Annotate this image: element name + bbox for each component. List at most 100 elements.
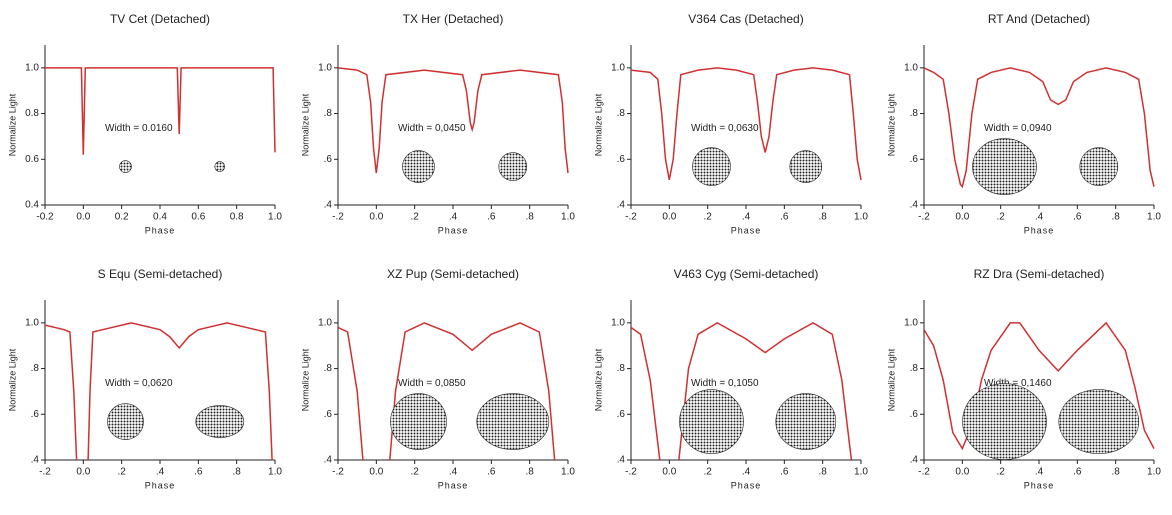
y-tick-label: .8 xyxy=(617,108,626,119)
light-curve xyxy=(631,67,862,181)
x-tick-label: 0.0 xyxy=(955,212,969,223)
width-annotation: Width = 0,0630 xyxy=(691,123,759,134)
light-curve xyxy=(45,67,276,155)
chart-title: RZ Dra (Semi-detached) xyxy=(974,267,1105,281)
y-tick-label: .4 xyxy=(324,455,333,466)
y-tick-label: 1.0 xyxy=(904,317,918,328)
secondary-star xyxy=(1058,389,1140,454)
x-tick-label: -.2 xyxy=(625,212,637,223)
width-annotation: Width = 0,1050 xyxy=(691,378,759,389)
chart-title: RT And (Detached) xyxy=(988,12,1090,26)
x-tick-label: .2 xyxy=(410,467,419,478)
panel: S Equ (Semi-detached) -.2 0.0 .2 .4 .6 .8 1.0 .4… xyxy=(7,267,282,490)
y-axis-label: Normalize Light xyxy=(300,93,310,156)
x-tick-label: 0.0 xyxy=(369,467,383,478)
x-tick-label: -.2 xyxy=(625,467,637,478)
x-tick-label: 1.0 xyxy=(561,212,575,223)
x-tick-label: .6 xyxy=(194,467,203,478)
chart-title: S Equ (Semi-detached) xyxy=(98,267,223,281)
primary-star xyxy=(962,383,1047,460)
x-tick-label: 1.0 xyxy=(268,212,282,223)
x-axis-label: Phase xyxy=(438,225,469,235)
y-tick-label: 0.8 xyxy=(25,108,39,119)
chart-title: TX Her (Detached) xyxy=(403,12,504,26)
x-axis-label: Phase xyxy=(145,480,176,490)
light-curve xyxy=(338,322,556,460)
y-tick-label: .6 xyxy=(324,409,333,420)
x-axis-label: Phase xyxy=(731,480,762,490)
y-axis-label: Normalize Light xyxy=(593,93,603,156)
x-tick-label: .4 xyxy=(1035,212,1044,223)
y-axis-label: Normalize Light xyxy=(593,348,603,411)
x-tick-label: .4 xyxy=(742,212,751,223)
y-tick-label: 1.0 xyxy=(25,62,39,73)
x-tick-label: .2 xyxy=(703,467,712,478)
x-tick-label: .8 xyxy=(818,467,827,478)
light-curve xyxy=(924,321,1155,451)
y-axis-label: Normalize Light xyxy=(7,348,17,411)
x-tick-label: .2 xyxy=(996,467,1005,478)
x-tick-label: .6 xyxy=(1073,467,1082,478)
x-tick-label: 1.0 xyxy=(1147,467,1161,478)
x-tick-label: .2 xyxy=(703,212,712,223)
x-tick-label: 0.0 xyxy=(369,212,383,223)
y-tick-label: 1.0 xyxy=(611,317,625,328)
y-tick-label: .8 xyxy=(617,363,626,374)
secondary-star xyxy=(775,393,837,450)
y-tick-label: .4 xyxy=(617,200,626,211)
x-tick-label: .4 xyxy=(449,467,458,478)
x-tick-label: 0.6 xyxy=(191,212,205,223)
x-tick-label: 1.0 xyxy=(1147,212,1161,223)
x-tick-label: 1.0 xyxy=(854,212,868,223)
x-tick-label: 0.0 xyxy=(662,467,676,478)
y-tick-label: .8 xyxy=(324,108,333,119)
x-tick-label: 0.2 xyxy=(115,212,129,223)
x-tick-label: .8 xyxy=(1111,212,1120,223)
x-axis-label: Phase xyxy=(731,225,762,235)
secondary-star xyxy=(498,152,528,181)
x-tick-label: .2 xyxy=(117,467,126,478)
x-tick-label: 1.0 xyxy=(268,467,282,478)
x-tick-label: .6 xyxy=(780,467,789,478)
x-tick-label: .8 xyxy=(232,467,241,478)
width-annotation: Width = 0,0620 xyxy=(105,378,173,389)
y-tick-label: .4 xyxy=(910,200,919,211)
panel: RZ Dra (Semi-detached) -.2 0.0 .2 .4 .6 .8 1.0.… xyxy=(886,267,1161,490)
x-tick-label: -.2 xyxy=(39,467,51,478)
x-tick-label: -.2 xyxy=(918,212,930,223)
x-tick-label: 1.0 xyxy=(854,467,868,478)
chart-title: V463 Cyg (Semi-detached) xyxy=(674,267,819,281)
x-tick-label: .6 xyxy=(487,212,496,223)
light-curve xyxy=(631,322,853,460)
x-tick-label: 0.0 xyxy=(662,212,676,223)
y-axis-label: Normalize Light xyxy=(7,93,17,156)
secondary-star xyxy=(789,150,823,183)
x-tick-label: -.2 xyxy=(918,467,930,478)
x-tick-label: 0.0 xyxy=(76,212,90,223)
y-tick-label: 1.0 xyxy=(25,317,39,328)
light-curve xyxy=(45,322,273,460)
y-tick-label: .6 xyxy=(31,409,40,420)
chart-title: TV Cet (Detached) xyxy=(110,12,210,26)
x-tick-label: .4 xyxy=(742,467,751,478)
secondary-star xyxy=(1079,147,1119,186)
secondary-star xyxy=(214,161,226,172)
panel: XZ Pup (Semi-detached) -.2 0.0 .2 .4 .6 .8 1.0.… xyxy=(300,267,575,490)
primary-star xyxy=(972,138,1037,195)
x-axis-label: Phase xyxy=(145,225,176,235)
x-tick-label: 0.0 xyxy=(955,467,969,478)
x-axis-label: Phase xyxy=(1024,480,1055,490)
x-axis-label: Phase xyxy=(1024,225,1055,235)
y-tick-label: .6 xyxy=(910,154,919,165)
y-tick-label: .6 xyxy=(910,409,919,420)
y-axis-label: Normalize Light xyxy=(886,93,896,156)
x-tick-label: -0.2 xyxy=(36,212,54,223)
y-tick-label: .8 xyxy=(31,363,40,374)
x-tick-label: .6 xyxy=(780,212,789,223)
x-tick-label: .8 xyxy=(525,212,534,223)
width-annotation: Width = 0,1460 xyxy=(984,378,1052,389)
y-tick-label: .4 xyxy=(910,455,919,466)
x-tick-label: .4 xyxy=(156,467,165,478)
primary-star xyxy=(679,389,744,454)
